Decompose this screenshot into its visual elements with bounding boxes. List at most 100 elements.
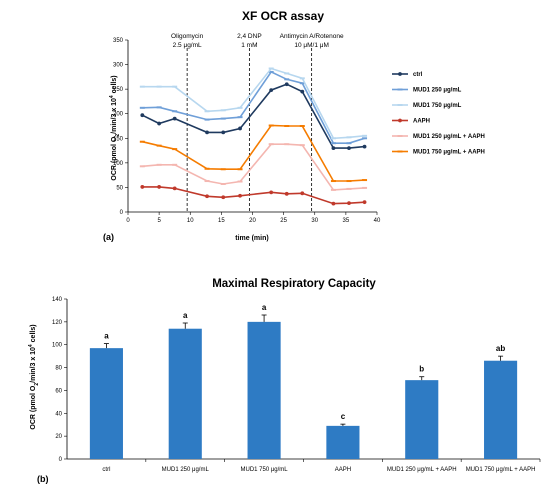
panel-a-data-point xyxy=(269,190,274,195)
panel-a-data-point xyxy=(347,146,351,151)
panel-a-injection-dose: 1 mM xyxy=(241,42,257,49)
panel-a-y-tick-label: 150 xyxy=(113,136,124,142)
panel-a-injection-label: 2,4 DNP xyxy=(237,33,262,40)
panel-a-data-point xyxy=(299,77,305,80)
panel-b-category-label: MUD1 250 μg/mL + AAPH xyxy=(387,467,457,473)
panel-a-series-line xyxy=(142,186,365,205)
panel-b-bar xyxy=(484,360,518,459)
panel-a-data-point xyxy=(156,163,162,166)
panel-a-y-tick-label: 200 xyxy=(113,112,124,118)
panel-a-data-point xyxy=(268,67,274,70)
panel-a-data-point xyxy=(268,70,274,73)
panel-a-data-point xyxy=(299,125,305,127)
panel-b-bar xyxy=(168,328,202,459)
panel-a-data-point xyxy=(362,200,367,205)
panel-b-bars: a ctrl a MUD1 250 μg/mL a MUD1 750 μg/mL c AAPH… xyxy=(89,303,535,473)
panel-a-series-line xyxy=(142,67,365,140)
panel-b-label: (b) xyxy=(37,474,49,484)
panel-a-x-tick-label: 40 xyxy=(374,218,381,224)
panel-a-x-tick-label: 20 xyxy=(249,218,256,224)
panel-b: Maximal Respiratory Capacity OCR (pmol O… xyxy=(28,278,541,484)
panel-a-data-point xyxy=(157,121,162,126)
panel-a-data-point xyxy=(299,82,305,85)
panel-a-data-point xyxy=(172,85,178,88)
panel-a-data-point xyxy=(157,185,162,189)
panel-a-data-point xyxy=(139,165,145,168)
panel-a-data-point xyxy=(346,136,352,139)
panel-b-category-label: AAPH xyxy=(335,467,351,473)
panel-a-data-point xyxy=(156,85,162,88)
panel-a-data-point xyxy=(284,72,290,75)
panel-b-y-tick-label: 60 xyxy=(55,388,62,394)
panel-a-legend: ctrl MUD1 250 μg/mL MUD1 750 μg/mL AAPH MUD1… xyxy=(392,72,485,156)
panel-a-data-point xyxy=(362,137,368,140)
panel-a-data-point xyxy=(139,140,145,143)
panel-a-data-point xyxy=(362,186,368,189)
panel-a-data-point xyxy=(172,163,178,166)
panel-a-series-line xyxy=(142,70,365,144)
panel-a-y-tick-label: 0 xyxy=(120,210,124,216)
panel-a: XF OCR assay OCR (pmol O2/min/3 x 104 ce… xyxy=(103,9,485,242)
panel-a-x-tick-label: 10 xyxy=(187,218,194,224)
panel-a-y-axis-label-part-1: OCR (pmol O xyxy=(111,136,118,180)
panel-a-legend-marker xyxy=(397,135,403,137)
panel-b-bar xyxy=(405,380,439,459)
panel-a-y-axis-label-part-5: cells) xyxy=(111,75,118,95)
panel-b-y-tick-label: 80 xyxy=(55,366,62,372)
panel-b-significance-label: b xyxy=(419,365,424,374)
panel-a-y-axis-label-part-3: /min/3 x 10 xyxy=(111,98,118,134)
panel-a-annotations: Oligomycin 2.5 μg/mL 2,4 DNP 1 mM Antimycin … xyxy=(171,33,344,212)
panel-a-x-tick-label: 0 xyxy=(126,218,130,224)
panel-b-category-label: ctrl xyxy=(102,467,110,473)
panel-b-significance-label: a xyxy=(183,311,188,320)
panel-b-y-tick-label: 120 xyxy=(52,320,63,326)
panel-a-data-point xyxy=(220,168,226,171)
panel-a-series-line xyxy=(142,143,365,191)
panel-b-significance-label: ab xyxy=(496,344,505,353)
panel-b-y-tick-label: 140 xyxy=(52,297,63,303)
panel-a-data-point xyxy=(205,194,209,199)
panel-a-data-point xyxy=(331,201,336,206)
panel-b-y-axis-label-part-2: 2 xyxy=(34,383,40,386)
panel-a-data-point xyxy=(204,118,210,121)
panel-a-y-tick-label: 250 xyxy=(113,87,124,93)
panel-a-injection-label: Antimycin A/Rotenone xyxy=(280,33,344,40)
panel-a-data-point xyxy=(284,125,290,127)
panel-b-significance-label: c xyxy=(341,412,346,421)
panel-b-y-axis-label-part-4: 4 xyxy=(28,344,34,347)
panel-b-y-tick-label: 0 xyxy=(59,457,63,463)
panel-a-data-point xyxy=(156,106,162,109)
panel-b-y-tick-label: 40 xyxy=(55,411,62,417)
panel-a-data-point xyxy=(172,116,177,121)
panel-a-data-point xyxy=(220,182,226,185)
panel-a-data-point xyxy=(140,113,145,118)
panel-a-data-point xyxy=(139,106,145,109)
panel-a-data-point xyxy=(284,78,290,81)
panel-a-data-point xyxy=(172,148,178,151)
panel-a-data-point xyxy=(330,180,336,183)
panel-a-data-point xyxy=(268,124,274,127)
panel-a-data-point xyxy=(330,142,336,145)
panel-b-y-tick-label: 20 xyxy=(55,434,62,440)
panel-a-x-tick-label: 30 xyxy=(311,218,318,224)
panel-a-injection-dose: 10 μM/1 μM xyxy=(294,42,329,49)
panel-a-x-axis-label: time (min) xyxy=(235,235,268,242)
panel-a-x-tick-label: 15 xyxy=(218,218,225,224)
panel-b-y-axis-label-part-5: cells) xyxy=(30,324,37,344)
panel-a-data-point xyxy=(156,144,162,147)
panel-a-data-point xyxy=(237,106,243,109)
panel-b-y-axis-label: OCR (pmol O2/min/3 x 104 cells) xyxy=(28,324,40,429)
panel-b-title: Maximal Respiratory Capacity xyxy=(212,278,376,290)
panel-a-data-point xyxy=(299,144,305,147)
panel-a-x-tick-label: 35 xyxy=(343,218,350,224)
panel-a-data-point xyxy=(140,185,145,189)
panel-a-data-point xyxy=(204,167,210,170)
panel-a-data-point xyxy=(346,142,352,145)
panel-a-data-point xyxy=(172,110,178,113)
panel-a-data-point xyxy=(346,180,352,183)
panel-a-data-point xyxy=(268,143,274,146)
panel-a-legend-label: MUD1 250 μg/mL xyxy=(413,88,462,94)
panel-a-data-point xyxy=(205,130,209,135)
panel-b-category-label: MUD1 250 μg/mL xyxy=(162,467,210,473)
